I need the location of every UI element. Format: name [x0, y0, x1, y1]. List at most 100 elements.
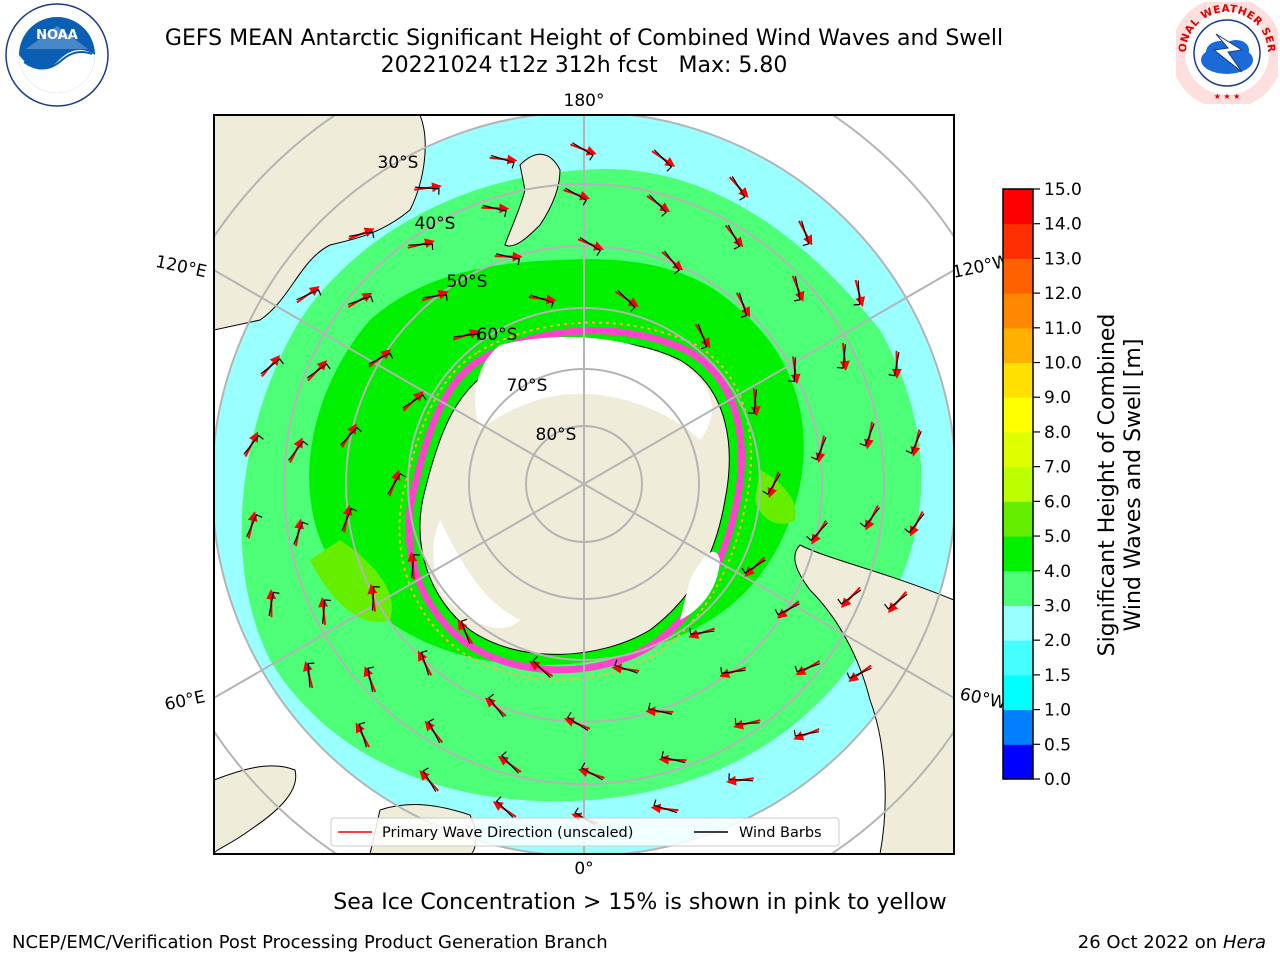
nws-logo: NATIONAL WEATHER SERVICE ★ ★ ★	[1176, 2, 1278, 104]
colorbar-tick-label: 6.0	[1044, 492, 1071, 512]
wind-barb	[427, 718, 441, 744]
wind-barb	[422, 294, 448, 301]
wind-barb	[532, 656, 551, 679]
wind-barb	[288, 440, 309, 461]
wind-barbs	[243, 142, 925, 826]
wind-barb	[367, 666, 375, 692]
south-america-land	[794, 544, 954, 854]
colorbar-tick-label: 0.0	[1044, 770, 1071, 790]
colorbar-tick-label: 10.0	[1044, 354, 1082, 374]
wind-barb	[731, 176, 746, 201]
wind-barb	[482, 204, 507, 217]
wind-barb	[341, 507, 358, 531]
wind-barb	[810, 437, 827, 461]
map-legend: Primary Wave Direction (unscaled) Wind B…	[330, 817, 840, 847]
colorbar-tick-label: 1.0	[1044, 701, 1071, 721]
footer-host: Hera	[1222, 932, 1266, 953]
colorbar-swatch	[1003, 674, 1033, 711]
wind-barb	[800, 220, 810, 247]
sea-ice-caption: Sea Ice Concentration > 15% is shown in …	[333, 890, 947, 915]
wind-barb	[837, 344, 846, 369]
colorbar-swatch	[1003, 327, 1033, 364]
colorbar-swatch	[1003, 223, 1033, 259]
colorbar-label-line1: Significant Height of Combined	[1095, 314, 1120, 657]
wind-barb	[905, 431, 922, 454]
lat-label-40s: 40°S	[415, 214, 456, 234]
colorbar-swatch	[1003, 466, 1033, 502]
colorbar-tick-label: 9.0	[1044, 388, 1071, 408]
colorbar-swatch	[1003, 397, 1033, 433]
wind-barb	[490, 154, 515, 169]
wind-barb	[358, 721, 368, 748]
wind-barb	[530, 294, 554, 309]
wind-barb	[579, 237, 602, 256]
colorbar-swatch	[1003, 189, 1033, 225]
wind-barb	[501, 751, 519, 774]
wind-barb	[243, 434, 264, 455]
wind-barb	[293, 521, 309, 545]
colorbar-tick-label: 11.0	[1044, 319, 1082, 339]
wind-barb	[348, 231, 375, 239]
colorbar-tick-label: 7.0	[1044, 458, 1071, 478]
footer-credit: NCEP/EMC/Verification Post Processing Pr…	[12, 932, 608, 953]
noaa-logo: NOAA	[5, 3, 109, 107]
wind-barb	[402, 394, 427, 409]
lat-label-30s: 30°S	[378, 153, 419, 173]
wind-barb	[488, 693, 504, 718]
wind-barb	[788, 357, 797, 382]
chart-title: GEFS MEAN Antarctic Significant Height o…	[164, 26, 1004, 51]
wind-barb	[697, 323, 708, 350]
lon-label-180: 180°	[564, 91, 605, 111]
new-zealand-land	[504, 153, 561, 247]
noaa-logo-text: NOAA	[36, 28, 78, 43]
wind-barb	[904, 513, 925, 534]
lon-label-120e: 120°E	[154, 252, 209, 282]
sea-ice-edge	[405, 327, 745, 674]
colorbar-swatch	[1003, 744, 1033, 780]
wind-barb	[420, 650, 430, 676]
wind-barb	[387, 472, 406, 495]
wind-barb	[495, 796, 515, 819]
wind-barb	[415, 186, 440, 195]
wind-barb	[747, 389, 757, 415]
wind-barb	[837, 589, 862, 605]
colorbar-swatch	[1003, 362, 1033, 398]
wind-barb	[859, 423, 875, 447]
lat-label-60s: 60°S	[477, 325, 518, 345]
wind-barb	[734, 717, 760, 725]
wind-barb	[422, 767, 437, 792]
wind-barb	[859, 507, 880, 528]
wind-barb	[307, 662, 315, 688]
wind-barb	[762, 473, 781, 496]
wind-barb	[572, 142, 594, 161]
wind-barb	[853, 280, 861, 306]
colorbar-tick-label: 1.5	[1044, 666, 1071, 686]
wind-barb	[649, 194, 667, 217]
wind-barb	[664, 250, 680, 275]
africa-land	[214, 765, 297, 854]
wind-barb	[793, 729, 820, 737]
colorbar-tick-label: 4.0	[1044, 562, 1071, 582]
wind-barb	[296, 289, 322, 301]
colorbar-tick-label: 3.0	[1044, 596, 1071, 616]
colorbar-tick-label: 0.5	[1044, 735, 1071, 755]
wind-barb	[661, 751, 686, 764]
wind-barb	[322, 599, 331, 624]
wind-barb	[774, 603, 800, 616]
colorbar-swatch	[1003, 293, 1033, 329]
wind-barb	[340, 426, 362, 446]
wind-barb	[268, 591, 280, 617]
wind-barb	[727, 224, 741, 250]
map-fields	[214, 115, 954, 854]
wind-barb	[306, 363, 331, 379]
lat-label-50s: 50°S	[447, 272, 488, 292]
wind-barb	[806, 522, 828, 542]
footer-date: 26 Oct 2022 on Hera	[1078, 932, 1266, 953]
wind-barb	[460, 618, 471, 645]
colorbar-tick-label: 14.0	[1044, 215, 1082, 235]
colorbar-swatch	[1003, 258, 1033, 294]
wind-barb	[368, 352, 394, 365]
colorbar-swatch	[1003, 605, 1033, 641]
colorbar-swatch	[1003, 501, 1033, 537]
